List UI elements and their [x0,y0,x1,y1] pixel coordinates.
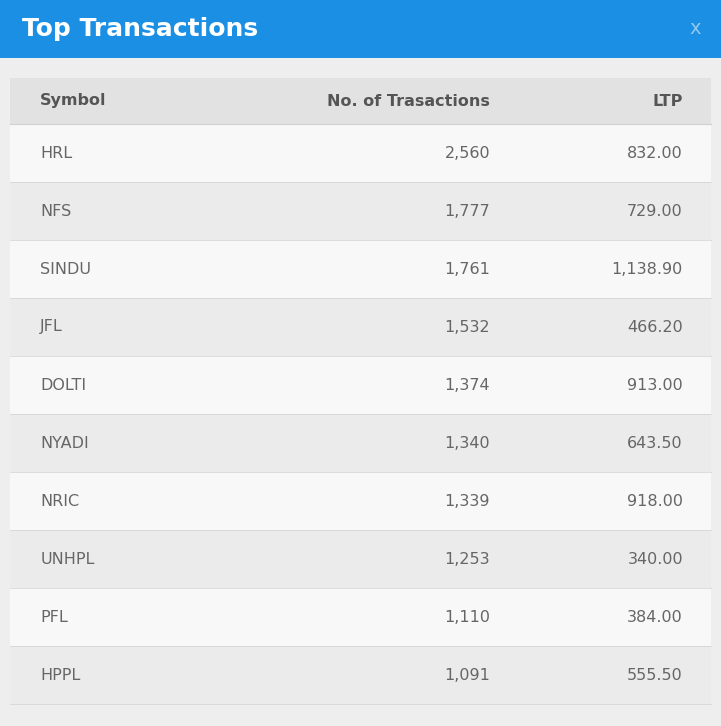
Text: NRIC: NRIC [40,494,79,508]
Bar [10,124,711,182]
Text: No. of Trasactions: No. of Trasactions [327,94,490,108]
Bar [10,530,711,588]
Text: 913.00: 913.00 [627,378,683,393]
Text: 1,374: 1,374 [445,378,490,393]
Text: 729.00: 729.00 [627,203,683,219]
Text: 1,138.90: 1,138.90 [611,261,683,277]
Bar [10,646,711,704]
Text: 643.50: 643.50 [627,436,683,451]
Text: NFS: NFS [40,203,71,219]
Bar [10,588,711,646]
Text: DOLTI: DOLTI [40,378,87,393]
Text: UNHPL: UNHPL [40,552,94,566]
Bar [10,240,711,298]
Bar [10,356,711,414]
Text: 1,110: 1,110 [444,610,490,624]
Text: LTP: LTP [653,94,683,108]
Text: HRL: HRL [40,145,72,160]
Text: 384.00: 384.00 [627,610,683,624]
Text: PFL: PFL [40,610,68,624]
Text: 1,253: 1,253 [445,552,490,566]
Bar [10,298,711,356]
Text: 1,339: 1,339 [445,494,490,508]
Text: 2,560: 2,560 [445,145,490,160]
Text: SINDU: SINDU [40,261,91,277]
Text: Symbol: Symbol [40,94,107,108]
Text: JFL: JFL [40,319,63,335]
Text: NYADI: NYADI [40,436,89,451]
Text: 1,777: 1,777 [444,203,490,219]
Bar [10,472,711,530]
Text: 1,532: 1,532 [445,319,490,335]
Text: HPPL: HPPL [40,667,81,682]
Bar [10,78,711,124]
Text: x: x [689,20,701,38]
Text: 918.00: 918.00 [627,494,683,508]
Text: 555.50: 555.50 [627,667,683,682]
Text: 1,340: 1,340 [445,436,490,451]
Text: 340.00: 340.00 [627,552,683,566]
Bar [0,0,721,58]
Bar [10,182,711,240]
Text: 466.20: 466.20 [627,319,683,335]
Text: 1,091: 1,091 [444,667,490,682]
Text: Top Transactions: Top Transactions [22,17,258,41]
Text: 832.00: 832.00 [627,145,683,160]
Bar [10,414,711,472]
Text: 1,761: 1,761 [444,261,490,277]
